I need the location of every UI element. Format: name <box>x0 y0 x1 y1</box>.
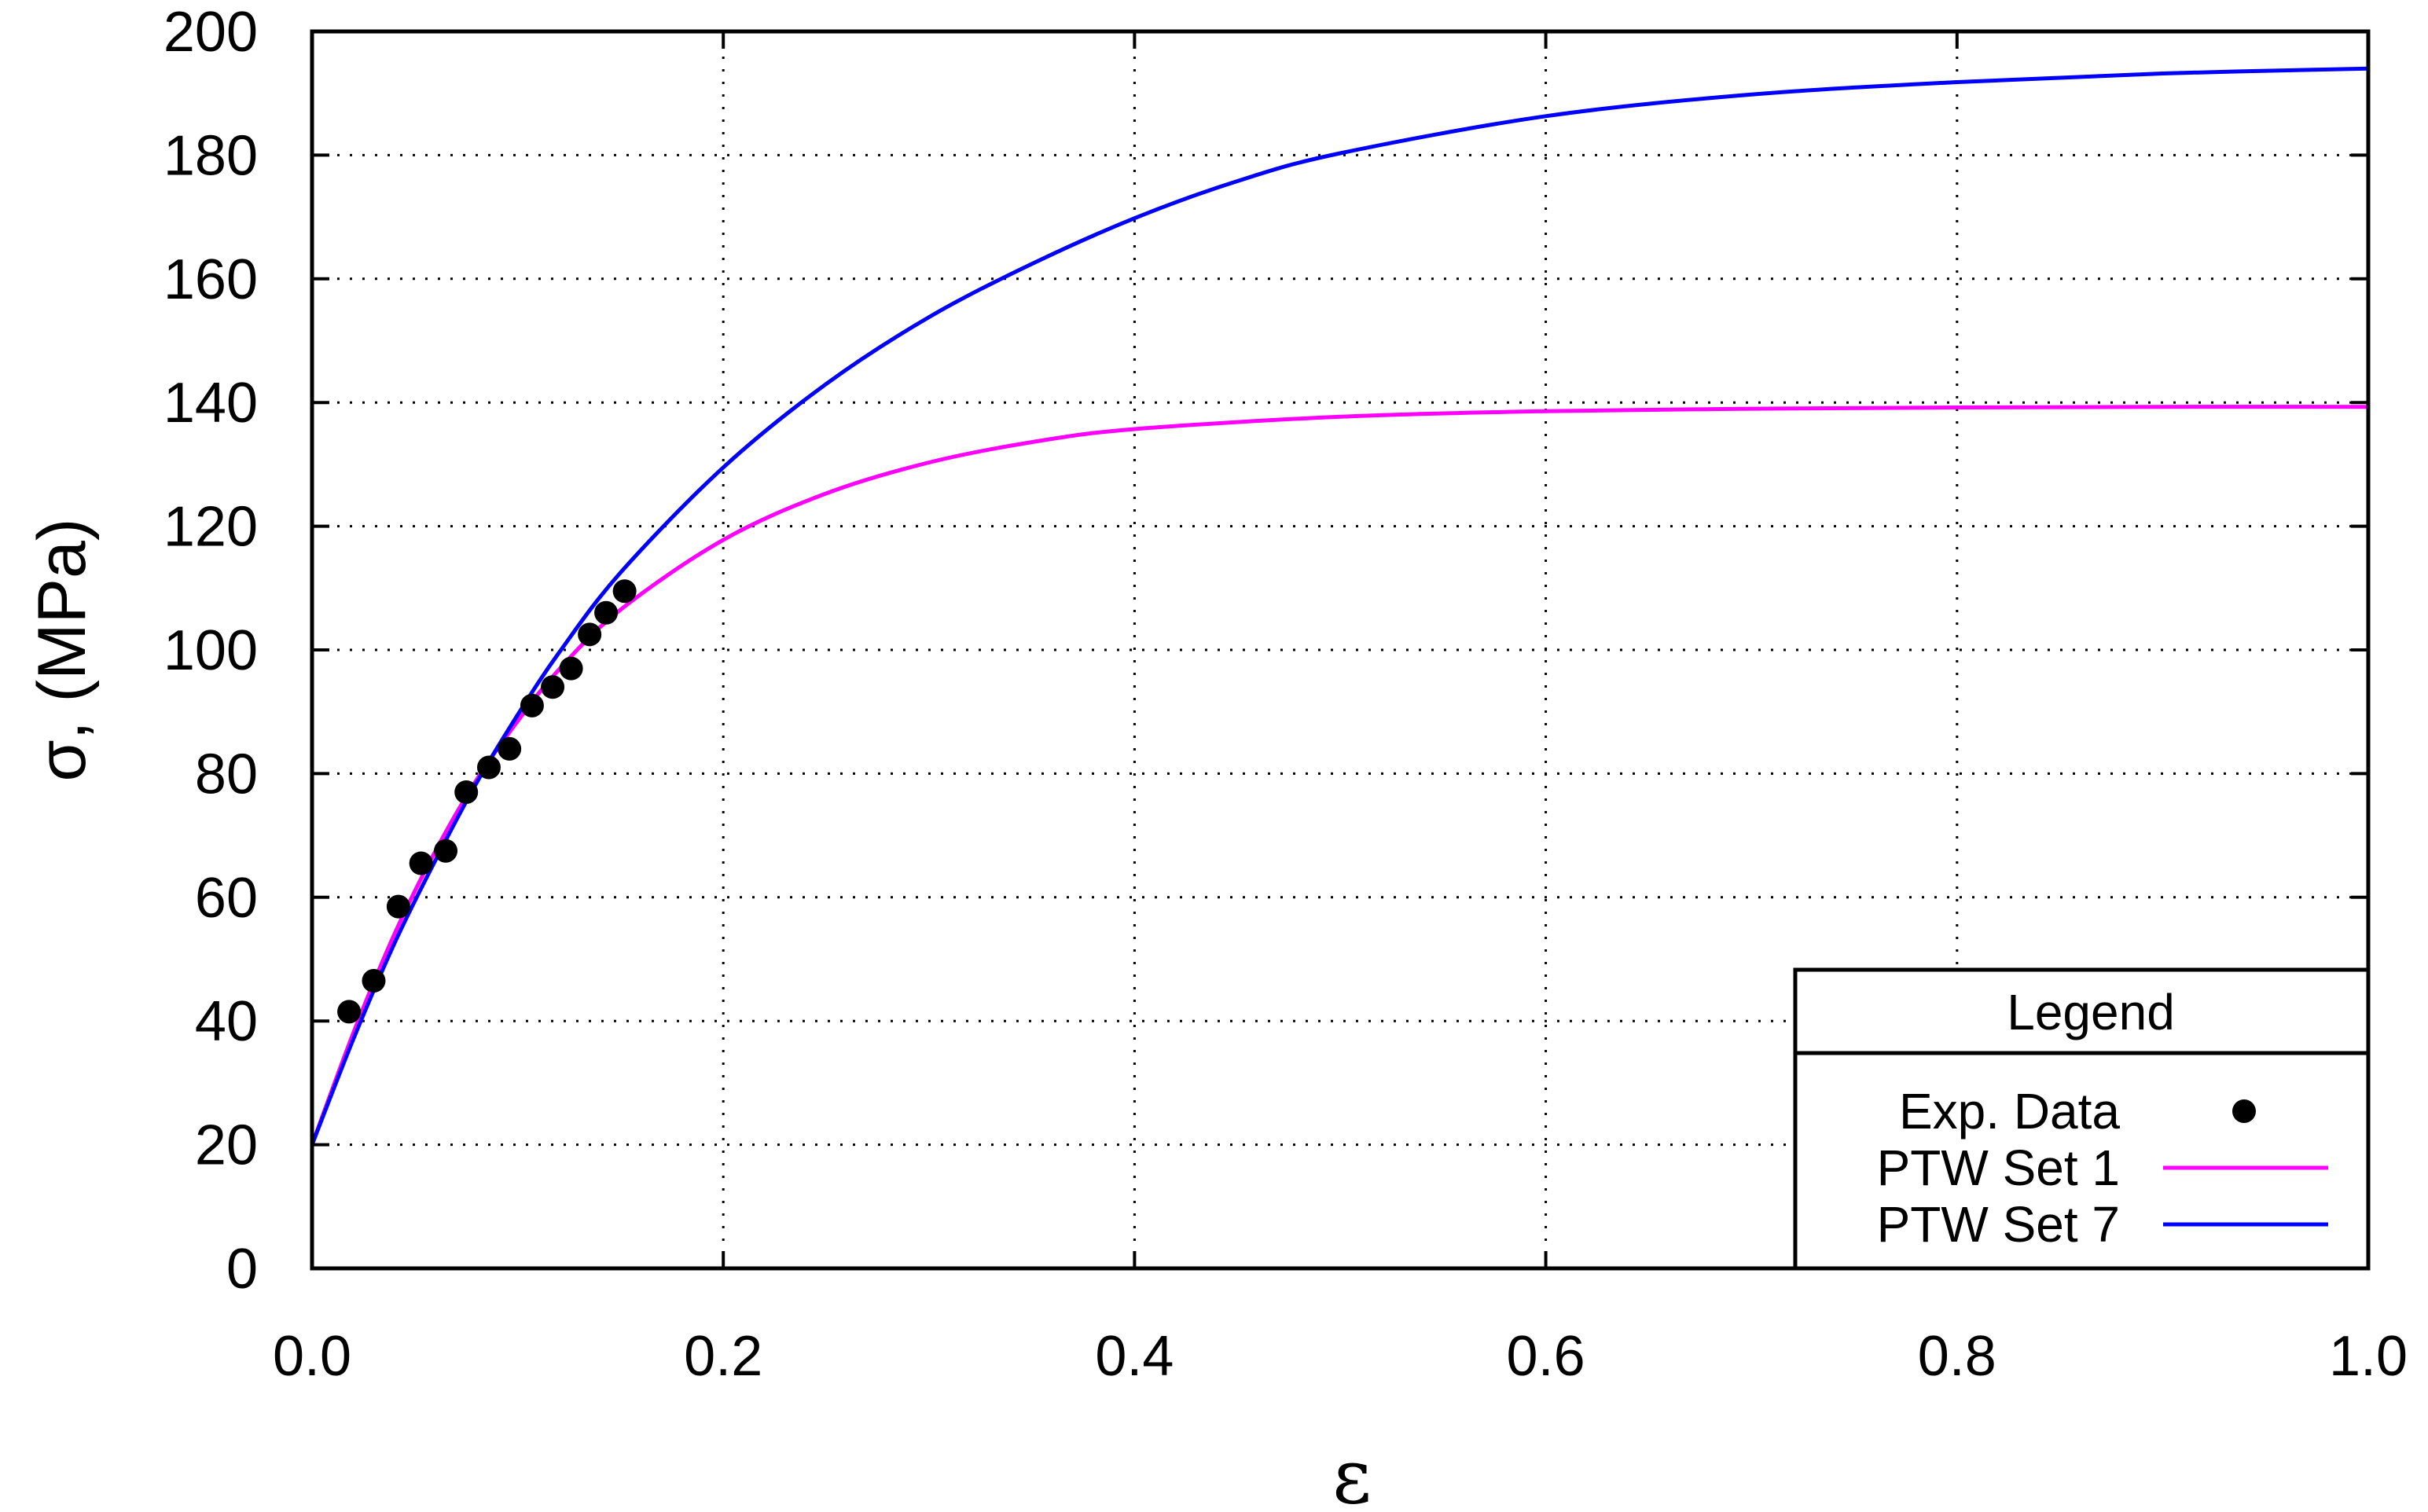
data-point <box>362 969 386 993</box>
y-tick-label: 60 <box>195 867 258 930</box>
series-line-ptw-set-7 <box>310 66 2369 1146</box>
data-point <box>612 579 637 604</box>
x-tick-label: 0.8 <box>1918 1325 1996 1388</box>
data-point <box>409 851 433 875</box>
legend-frame <box>1793 967 2371 1271</box>
data-point <box>454 780 479 805</box>
x-tick-label: 1.0 <box>2329 1325 2408 1388</box>
data-point <box>541 675 565 699</box>
y-tick-label: 40 <box>195 990 258 1053</box>
data-point <box>520 693 544 717</box>
series-exp-data <box>337 579 637 1024</box>
y-tick-label: 100 <box>163 619 258 682</box>
x-tick-label: 0.2 <box>684 1325 762 1388</box>
legend-title: Legend <box>2007 984 2175 1040</box>
series-layer <box>310 66 2369 1146</box>
y-tick-label: 140 <box>163 372 258 435</box>
data-point <box>337 1000 362 1024</box>
legend-label-ptw-set-7: PTW Set 7 <box>1877 1196 2120 1253</box>
data-point <box>559 656 583 681</box>
data-point <box>386 894 410 919</box>
y-axis: 0 20 40 60 80 100 120 140 160 180 200 <box>163 1 2368 1301</box>
data-point <box>476 755 501 780</box>
legend-box: Legend Exp. Data PTW Set 1 PTW Set 7 <box>1793 967 2371 1271</box>
data-point <box>498 736 522 761</box>
x-tick-label: 0.4 <box>1095 1325 1174 1388</box>
legend-label-ptw-set-1: PTW Set 1 <box>1877 1140 2120 1196</box>
x-tick-label: 0.6 <box>1507 1325 1585 1388</box>
y-axis-label: σ, (MPa) <box>24 519 100 782</box>
y-tick-label: 120 <box>163 496 258 559</box>
y-tick-label: 160 <box>163 248 258 311</box>
x-axis: 0.0 0.2 0.4 0.6 0.8 1.0 <box>273 31 2408 1388</box>
y-tick-label: 0 <box>226 1238 258 1301</box>
x-axis-label: ε <box>1332 1433 1372 1512</box>
legend-marker-exp-data <box>2232 1099 2256 1123</box>
y-tick-label: 80 <box>195 743 258 806</box>
y-tick-label: 180 <box>163 124 258 187</box>
data-point <box>434 839 458 863</box>
y-tick-label: 200 <box>163 1 258 64</box>
legend-label-exp-data: Exp. Data <box>1899 1083 2120 1140</box>
series-line-ptw-set-1 <box>310 405 2369 1146</box>
y-tick-label: 20 <box>195 1114 258 1177</box>
x-tick-label: 0.0 <box>273 1325 351 1388</box>
data-point <box>578 622 602 647</box>
data-point <box>594 600 619 625</box>
